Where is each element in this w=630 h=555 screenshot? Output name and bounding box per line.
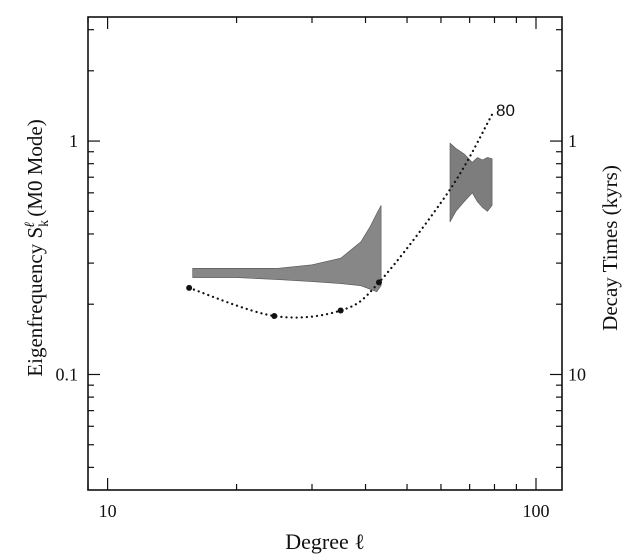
- dotted-curve: [188, 113, 494, 319]
- y-tick-label-right: 1: [568, 131, 577, 151]
- data-point: [186, 284, 193, 291]
- shaded-band-2: [449, 142, 493, 223]
- shaded-band-1: [192, 205, 382, 293]
- y-tick-label-right: 10: [568, 364, 586, 384]
- y-axis-label-left-sup: ℓ: [23, 222, 38, 228]
- curve-layer: [186, 113, 494, 320]
- band-layer: [192, 142, 493, 293]
- data-point: [375, 279, 382, 286]
- x-tick-label: 100: [522, 501, 549, 521]
- series-end-label: 80: [496, 101, 515, 120]
- plot-frame: [87, 16, 563, 491]
- y-axis-label-right: Decay Times (kyrs): [598, 165, 622, 331]
- x-axis-label: Degree ℓ: [285, 529, 365, 554]
- y-axis-label-left-sub: k: [37, 220, 52, 227]
- y-axis-label-left-suffix: (M0 Mode): [23, 119, 47, 222]
- data-point: [337, 307, 344, 314]
- y-axis-label-left-main: Eigenfrequency S: [23, 227, 47, 377]
- x-tick-label: 10: [99, 501, 117, 521]
- data-point: [271, 313, 278, 320]
- y-axis-label-left: Eigenfrequency Skℓ (M0 Mode): [23, 119, 52, 376]
- tick-layer: 10 100 0.1 1 1 10: [56, 17, 586, 521]
- y-tick-label-left: 0.1: [56, 364, 79, 384]
- y-tick-label-left: 1: [69, 131, 78, 151]
